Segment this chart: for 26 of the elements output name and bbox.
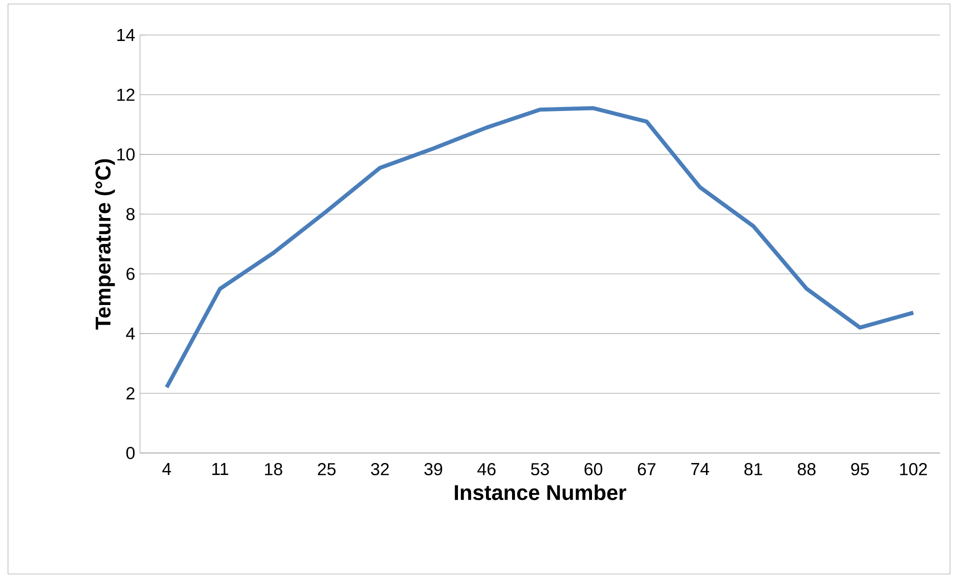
x-tick-label: 32 [371,463,389,476]
x-tick-label: 46 [477,463,496,476]
y-axis-title: Temperature (°C) [94,159,115,330]
y-tick-label: 0 [126,446,135,460]
x-tick-label: 18 [265,463,282,476]
x-tick-label: 74 [691,463,710,475]
y-tick-label: 10 [117,148,135,161]
line-series [164,106,916,390]
x-tick-label: 95 [851,463,869,476]
y-tick-label: 6 [126,268,135,280]
y-tick-label: 8 [126,208,135,220]
x-tick-label: 60 [584,463,602,476]
x-tick-label: 88 [798,463,816,476]
y-tick-label: 4 [126,328,135,340]
x-axis-title: Instance Number [454,484,626,500]
x-tick-label: 102 [900,463,927,476]
x-tick-label: 39 [424,463,442,476]
x-tick-label: 81 [744,463,762,476]
y-tick-label: 14 [117,29,135,41]
x-tick-label: 11 [212,463,228,475]
x-tick-label: 67 [638,463,656,476]
y-tick-label: 12 [117,88,134,101]
y-tick-label: 2 [126,387,134,400]
x-tick-label: 53 [531,463,549,476]
x-tick-label: 4 [162,463,171,475]
x-tick-label: 25 [318,463,336,476]
